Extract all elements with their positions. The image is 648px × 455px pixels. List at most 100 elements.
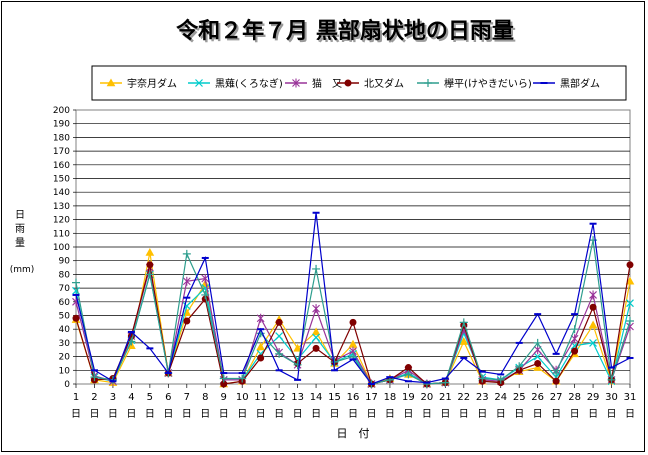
y-tick-label: 60 bbox=[59, 298, 71, 308]
legend-swatch-marker bbox=[292, 78, 300, 88]
data-point bbox=[145, 247, 155, 256]
y-tick-label: 150 bbox=[53, 175, 70, 185]
data-point bbox=[293, 343, 302, 352]
legend-swatch-marker bbox=[344, 79, 352, 87]
x-tick-suffix: 日 bbox=[551, 409, 561, 420]
x-tick-label: 23 bbox=[476, 392, 489, 403]
legend: 宇奈月ダム 黒薙(くろなぎ) 猫 又 北又ダム 欅平(けやきだいら) 黒部ダム bbox=[100, 77, 600, 90]
data-point bbox=[219, 374, 228, 383]
data-point bbox=[459, 318, 468, 327]
y-tick-label: 190 bbox=[53, 120, 70, 130]
y-tick-label: 160 bbox=[53, 161, 70, 171]
x-tick-suffix: 日 bbox=[108, 409, 118, 420]
y-tick-label: 40 bbox=[59, 325, 71, 335]
legend-swatch-marker bbox=[106, 78, 116, 87]
y-tick-label: 170 bbox=[53, 147, 70, 157]
x-tick-suffix: 日 bbox=[293, 409, 303, 420]
x-tick-suffix: 日 bbox=[274, 409, 284, 420]
legend-label: 宇奈月ダム bbox=[127, 77, 177, 90]
x-tick-suffix: 日 bbox=[385, 409, 395, 420]
x-tick-suffix: 日 bbox=[126, 409, 136, 420]
x-tick-suffix: 日 bbox=[496, 409, 506, 420]
x-tick-suffix: 日 bbox=[440, 409, 450, 420]
x-tick-label: 7 bbox=[184, 392, 190, 403]
x-tick-suffix: 日 bbox=[533, 409, 543, 420]
legend-label: 北又ダム bbox=[364, 77, 404, 90]
data-point bbox=[404, 370, 413, 379]
x-tick-suffix: 日 bbox=[422, 409, 432, 420]
data-point bbox=[570, 325, 579, 334]
data-point bbox=[625, 276, 635, 285]
data-point bbox=[312, 304, 320, 314]
x-tick-label: 5 bbox=[147, 392, 153, 403]
data-point bbox=[146, 261, 154, 269]
data-point bbox=[626, 299, 634, 308]
data-point bbox=[256, 313, 265, 323]
data-point bbox=[201, 290, 210, 299]
x-tick-suffix: 日 bbox=[366, 409, 376, 420]
data-point bbox=[571, 347, 579, 355]
legend-label: 黒薙(くろなぎ) bbox=[215, 77, 283, 90]
data-point bbox=[588, 320, 598, 329]
x-tick-label: 22 bbox=[457, 392, 470, 403]
y-tick-label: 20 bbox=[59, 353, 71, 363]
legend-label: 黒部ダム bbox=[560, 77, 600, 90]
x-tick-suffix: 日 bbox=[145, 409, 155, 420]
y-axis-ticks: 0 10 20 30 40 50 60 70 80 90 100 110 120 130 140 150 160… bbox=[53, 106, 76, 390]
series-group bbox=[71, 211, 635, 389]
data-point bbox=[330, 358, 339, 367]
chart-title-shadow: 令和２年７月 黒部扇状地の日雨量 bbox=[178, 20, 516, 46]
legend-item: 黒部ダム bbox=[533, 77, 600, 90]
data-point bbox=[589, 290, 597, 300]
y-tick-label: 120 bbox=[53, 216, 70, 226]
x-tick-label: 15 bbox=[328, 392, 341, 403]
legend-item: 黒薙(くろなぎ) bbox=[188, 77, 283, 90]
x-tick-label: 2 bbox=[91, 392, 97, 403]
y-tick-label: 200 bbox=[53, 106, 70, 116]
x-tick-suffix: 日 bbox=[459, 409, 469, 420]
x-tick-label: 28 bbox=[568, 392, 581, 403]
x-tick-suffix: 日 bbox=[348, 409, 358, 420]
x-tick-label: 24 bbox=[494, 392, 507, 403]
x-tick-label: 9 bbox=[221, 392, 227, 403]
data-point bbox=[626, 261, 634, 269]
legend-swatch-marker bbox=[195, 79, 203, 87]
data-point bbox=[515, 362, 524, 371]
y-tick-label: 140 bbox=[53, 188, 70, 198]
data-point bbox=[607, 375, 616, 384]
x-tick-suffix: 日 bbox=[311, 409, 321, 420]
x-tick-label: 4 bbox=[128, 392, 134, 403]
x-tick-suffix: 日 bbox=[71, 409, 81, 420]
x-tick-label: 11 bbox=[254, 392, 267, 403]
data-point bbox=[238, 374, 247, 383]
x-tick-label: 1 bbox=[73, 392, 79, 403]
data-point bbox=[257, 354, 265, 362]
data-point bbox=[533, 363, 543, 371]
y-tick-label: 50 bbox=[59, 312, 71, 322]
data-point bbox=[570, 334, 579, 344]
x-tick-label: 10 bbox=[236, 392, 249, 403]
y-tick-label: 90 bbox=[59, 257, 71, 267]
x-tick-suffix: 日 bbox=[182, 409, 192, 420]
data-point bbox=[459, 337, 469, 345]
x-tick-label: 3 bbox=[110, 392, 116, 403]
y-tick-label: 30 bbox=[59, 339, 71, 349]
legend-item: 猫 又 bbox=[285, 77, 342, 90]
y-tick-label: 110 bbox=[53, 229, 70, 239]
x-tick-label: 13 bbox=[291, 392, 304, 403]
chart-title: 令和２年７月 黒部扇状地の日雨量 bbox=[176, 18, 514, 44]
legend-item: 北又ダム bbox=[337, 77, 404, 90]
x-tick-suffix: 日 bbox=[477, 409, 487, 420]
data-point bbox=[533, 338, 542, 347]
data-point bbox=[349, 318, 357, 326]
data-point bbox=[312, 344, 320, 352]
data-point bbox=[312, 333, 320, 342]
legend-item: 宇奈月ダム bbox=[100, 77, 177, 90]
y-axis-unit: (mm) bbox=[10, 265, 35, 275]
data-point bbox=[533, 352, 542, 361]
x-tick-label: 18 bbox=[384, 392, 397, 403]
data-point bbox=[72, 314, 80, 322]
x-tick-suffix: 日 bbox=[237, 409, 247, 420]
data-point bbox=[275, 332, 284, 340]
y-tick-label: 70 bbox=[59, 284, 71, 294]
